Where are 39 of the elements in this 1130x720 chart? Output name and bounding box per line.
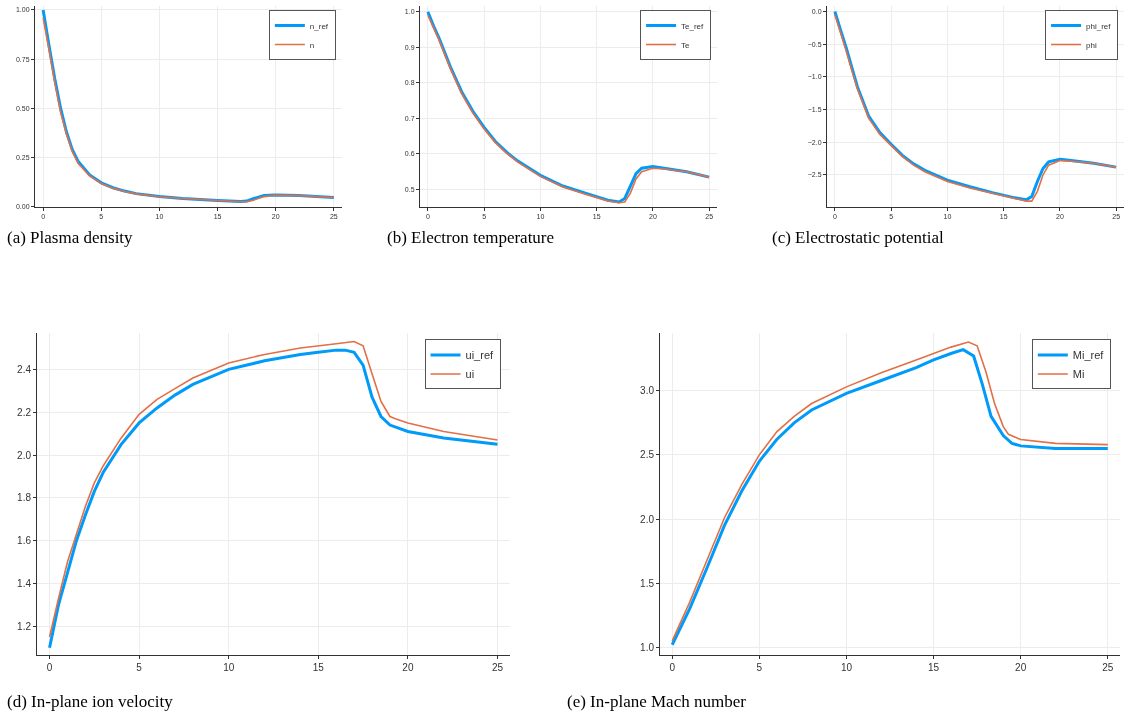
legend-label: phi bbox=[1086, 40, 1097, 50]
x-tick-label: 0 bbox=[669, 662, 676, 673]
text: (d) In-plane ion velocity bbox=[7, 692, 174, 711]
x-tick-label: 15 bbox=[312, 662, 325, 673]
legend-label: Te_ref bbox=[681, 21, 705, 31]
y-tick-label: 1.0 bbox=[640, 641, 655, 653]
x-tick-label: 25 bbox=[491, 662, 504, 673]
x-tick-label: 5 bbox=[756, 662, 763, 673]
y-tick-label: 1.8 bbox=[17, 492, 32, 504]
x-tick-label: 10 bbox=[840, 662, 853, 673]
y-tick-label: 1.6 bbox=[17, 535, 32, 547]
legend-label: n_ref bbox=[309, 21, 329, 31]
x-tick-label: 5 bbox=[136, 662, 143, 673]
legend-label: ui_ref bbox=[465, 349, 494, 362]
legend-label: Te bbox=[681, 40, 691, 50]
x-tick-label: 0 bbox=[46, 662, 53, 673]
text: (e) In-plane Mach number bbox=[567, 692, 747, 711]
legend-label: Mi bbox=[1072, 368, 1085, 381]
y-tick-label: 2.4 bbox=[17, 363, 32, 375]
x-tick-label: 20 bbox=[1015, 662, 1027, 673]
y-tick-label: 2.2 bbox=[17, 406, 32, 418]
y-tick-label: 2.0 bbox=[640, 513, 655, 525]
y-tick-label: 1.5 bbox=[640, 577, 655, 589]
x-tick-label: 10 bbox=[223, 662, 235, 673]
y-tick-label: 2.0 bbox=[17, 449, 32, 461]
text: (b) Electron temperature bbox=[387, 228, 555, 247]
y-tick-label: 1.4 bbox=[17, 577, 32, 589]
legend-label: n bbox=[309, 40, 315, 50]
x-tick-label: 25 bbox=[1102, 662, 1114, 673]
text: (a) Plasma density bbox=[7, 228, 134, 247]
y-tick-label: 2.5 bbox=[640, 449, 655, 461]
legend-label: phi_ref bbox=[1086, 21, 1112, 31]
x-tick-label: 20 bbox=[402, 662, 414, 673]
legend-label: ui bbox=[465, 368, 475, 381]
x-tick-label: 15 bbox=[928, 662, 940, 673]
legend-label: Mi_ref bbox=[1072, 349, 1105, 362]
y-tick-label: 3.0 bbox=[640, 385, 655, 397]
y-tick-label: 1.2 bbox=[17, 620, 32, 632]
text: (c) Electrostatic potential bbox=[772, 228, 945, 247]
